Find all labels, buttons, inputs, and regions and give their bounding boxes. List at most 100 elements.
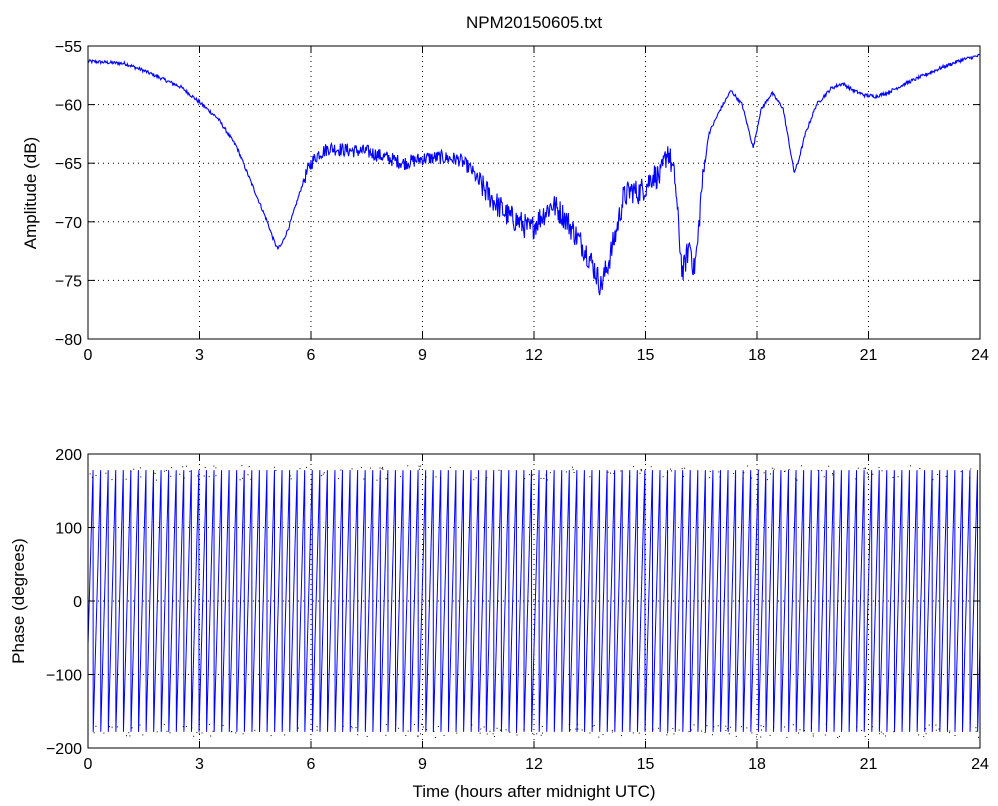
phase-dot <box>812 735 814 737</box>
phase-dot <box>758 469 760 471</box>
phase-dot <box>116 726 118 728</box>
amplitude-x-tick-label: 15 <box>637 347 655 364</box>
phase-dot <box>832 473 834 474</box>
phase-dot <box>786 736 788 738</box>
phase-dot <box>505 729 507 731</box>
phase-dot <box>795 478 797 480</box>
phase-dot <box>864 467 866 469</box>
phase-dot <box>727 728 728 730</box>
phase-dot <box>948 732 950 734</box>
phase-y-tick-label: −100 <box>46 668 82 685</box>
amplitude-y-tick-label: −55 <box>55 39 82 56</box>
phase-dot <box>351 727 353 729</box>
phase-dot <box>170 475 172 477</box>
phase-dot <box>241 477 243 479</box>
phase-dot <box>811 727 812 729</box>
phase-dot <box>688 731 690 732</box>
phase-dot <box>821 470 823 472</box>
phase-dot <box>690 729 692 731</box>
phase-dot <box>932 479 934 481</box>
phase-dot <box>960 471 962 473</box>
phase-dot <box>163 723 165 725</box>
phase-dot <box>385 478 387 480</box>
phase-x-tick-label: 15 <box>637 756 655 773</box>
phase-dot <box>166 730 168 732</box>
phase-dot <box>882 733 884 735</box>
phase-dot <box>725 730 727 732</box>
phase-dot <box>565 471 567 473</box>
phase-dot <box>379 467 381 469</box>
phase-dot <box>541 726 543 727</box>
phase-dot <box>856 726 858 728</box>
amplitude-y-tick-label: −80 <box>55 332 82 349</box>
phase-dot <box>712 734 713 736</box>
phase-dot <box>316 726 318 728</box>
phase-dot <box>717 725 719 727</box>
phase-dot <box>489 730 491 732</box>
phase-dot <box>222 724 224 726</box>
phase-dot <box>350 726 352 727</box>
phase-dot <box>316 729 318 731</box>
phase-dot <box>761 729 762 731</box>
phase-dot <box>355 727 357 729</box>
phase-dot <box>801 465 802 467</box>
phase-dot <box>857 467 859 469</box>
phase-dot <box>746 727 748 729</box>
phase-dot <box>928 724 930 726</box>
phase-dot <box>770 473 771 475</box>
phase-dot <box>323 472 325 474</box>
phase-dot <box>379 478 381 480</box>
phase-dot <box>125 478 127 480</box>
phase-dot <box>426 729 428 731</box>
phase-dot <box>799 729 801 731</box>
phase-dot <box>198 724 200 726</box>
phase-dot <box>763 472 765 474</box>
phase-dot <box>666 734 668 736</box>
phase-dot <box>540 734 542 736</box>
phase-dot <box>866 472 868 474</box>
phase-dot <box>492 733 494 735</box>
phase-dot <box>370 467 371 469</box>
phase-dot <box>923 736 925 738</box>
phase-dot <box>509 731 511 733</box>
phase-dot <box>524 478 526 480</box>
phase-dot <box>153 472 155 474</box>
phase-dot <box>879 733 881 735</box>
phase-dot <box>839 735 840 737</box>
phase-dot <box>610 472 611 474</box>
phase-dot <box>241 465 243 467</box>
phase-dot <box>111 726 113 728</box>
phase-dot <box>213 465 215 467</box>
amplitude-x-tick-label: 6 <box>307 347 316 364</box>
phase-dot <box>798 732 799 734</box>
phase-dot <box>549 472 551 474</box>
amplitude-line <box>88 53 980 296</box>
phase-dot <box>140 476 142 478</box>
phase-dot <box>381 468 383 469</box>
phase-dot <box>667 732 668 734</box>
phase-dot <box>733 473 735 475</box>
phase-dot <box>407 465 409 467</box>
phase-dot <box>156 731 158 733</box>
phase-dot <box>978 736 979 738</box>
phase-dot <box>740 726 742 728</box>
phase-dot <box>133 468 135 470</box>
phase-dot <box>867 476 869 478</box>
phase-dot <box>185 726 187 727</box>
phase-dot <box>189 470 191 472</box>
phase-dot <box>196 732 198 733</box>
amplitude-grid <box>88 46 980 339</box>
phase-dot <box>756 736 758 738</box>
phase-dot <box>126 735 127 737</box>
phase-dot <box>954 735 956 736</box>
phase-dot <box>652 728 654 730</box>
phase-dot <box>179 473 181 475</box>
phase-dot <box>666 471 668 473</box>
phase-dot <box>385 734 387 736</box>
phase-dot <box>671 470 672 472</box>
phase-dot <box>975 727 977 729</box>
phase-dot <box>480 728 482 730</box>
phase-dot <box>881 470 883 472</box>
phase-dot <box>382 468 384 470</box>
